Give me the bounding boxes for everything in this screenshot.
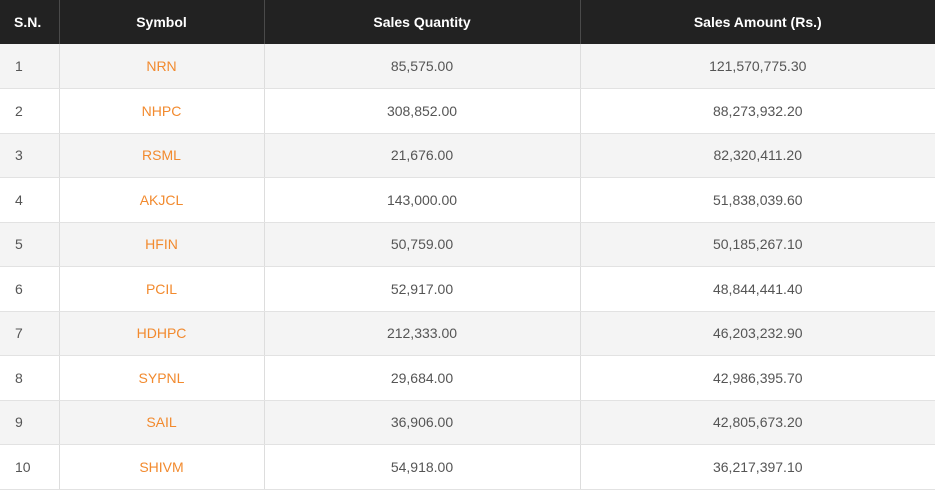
symbol-link[interactable]: AKJCL	[139, 191, 184, 208]
cell-sales-quantity: 143,000.00	[264, 177, 581, 223]
cell-symbol: SAIL	[59, 400, 265, 445]
column-header-symbol: Symbol	[59, 0, 265, 44]
cell-sales-quantity: 21,676.00	[264, 133, 581, 178]
symbol-link[interactable]: NRN	[146, 58, 177, 74]
cell-sales-amount: 42,805,673.20	[580, 400, 935, 445]
table-header: S.N. Symbol Sales Quantity Sales Amount …	[0, 0, 935, 44]
cell-sales-quantity: 29,684.00	[264, 355, 581, 401]
cell-sales-amount: 51,838,039.60	[580, 177, 935, 223]
cell-symbol: RSML	[59, 133, 265, 178]
cell-sn: 1	[0, 44, 60, 89]
symbol-link[interactable]: SAIL	[146, 414, 177, 431]
symbol-link[interactable]: HDHPC	[136, 325, 187, 342]
cell-sales-quantity: 52,917.00	[264, 266, 581, 312]
table-row: 3 RSML 21,676.00 82,320,411.20	[0, 133, 935, 178]
cell-sn: 6	[0, 266, 60, 312]
table-row: 9 SAIL 36,906.00 42,805,673.20	[0, 400, 935, 445]
cell-sales-amount: 46,203,232.90	[580, 311, 935, 356]
cell-sales-quantity: 50,759.00	[264, 222, 581, 267]
cell-sales-amount: 50,185,267.10	[580, 222, 935, 267]
table-row: 10 SHIVM 54,918.00 36,217,397.10	[0, 444, 935, 490]
table-row: 1 NRN 85,575.00 121,570,775.30	[0, 44, 935, 89]
table-row: 2 NHPC 308,852.00 88,273,932.20	[0, 88, 935, 134]
symbol-link[interactable]: NHPC	[141, 102, 182, 119]
cell-symbol: HFIN	[59, 222, 265, 267]
table-row: 5 HFIN 50,759.00 50,185,267.10	[0, 222, 935, 267]
cell-sales-quantity: 36,906.00	[264, 400, 581, 445]
cell-symbol: HDHPC	[59, 311, 265, 356]
column-header-sales-amount: Sales Amount (Rs.)	[580, 0, 935, 44]
cell-sales-amount: 48,844,441.40	[580, 266, 935, 312]
cell-symbol: NRN	[59, 44, 265, 89]
cell-sales-amount: 36,217,397.10	[580, 444, 935, 490]
cell-sales-amount: 88,273,932.20	[580, 88, 935, 134]
symbol-link[interactable]: SYPNL	[138, 369, 185, 386]
cell-sn: 10	[0, 444, 60, 490]
cell-sales-quantity: 54,918.00	[264, 444, 581, 490]
cell-sn: 2	[0, 88, 60, 134]
cell-sales-quantity: 308,852.00	[264, 88, 581, 134]
column-header-sn: S.N.	[0, 0, 60, 44]
cell-sn: 9	[0, 400, 60, 445]
cell-symbol: NHPC	[59, 88, 265, 134]
symbol-link[interactable]: PCIL	[145, 280, 178, 297]
cell-symbol: SHIVM	[59, 444, 265, 490]
cell-symbol: SYPNL	[59, 355, 265, 401]
symbol-link[interactable]: HFIN	[145, 236, 178, 253]
symbol-link[interactable]: RSML	[142, 147, 181, 164]
cell-sn: 4	[0, 177, 60, 223]
cell-sn: 7	[0, 311, 60, 356]
symbol-link[interactable]: SHIVM	[139, 458, 184, 475]
table-row: 8 SYPNL 29,684.00 42,986,395.70	[0, 355, 935, 401]
table-row: 7 HDHPC 212,333.00 46,203,232.90	[0, 311, 935, 356]
cell-sales-quantity: 85,575.00	[264, 44, 581, 89]
cell-sn: 3	[0, 133, 60, 178]
cell-symbol: AKJCL	[59, 177, 265, 223]
cell-sales-quantity: 212,333.00	[264, 311, 581, 356]
cell-sales-amount: 82,320,411.20	[580, 133, 935, 178]
cell-sales-amount: 121,570,775.30	[580, 44, 935, 89]
cell-symbol: PCIL	[59, 266, 265, 312]
header-row: S.N. Symbol Sales Quantity Sales Amount …	[0, 0, 935, 44]
table-row: 6 PCIL 52,917.00 48,844,441.40	[0, 266, 935, 312]
column-header-sales-quantity: Sales Quantity	[264, 0, 581, 44]
table-row: 4 AKJCL 143,000.00 51,838,039.60	[0, 177, 935, 223]
cell-sales-amount: 42,986,395.70	[580, 355, 935, 401]
table-body: 1 NRN 85,575.00 121,570,775.30 2 NHPC 30…	[0, 44, 935, 490]
cell-sn: 5	[0, 222, 60, 267]
cell-sn: 8	[0, 355, 60, 401]
